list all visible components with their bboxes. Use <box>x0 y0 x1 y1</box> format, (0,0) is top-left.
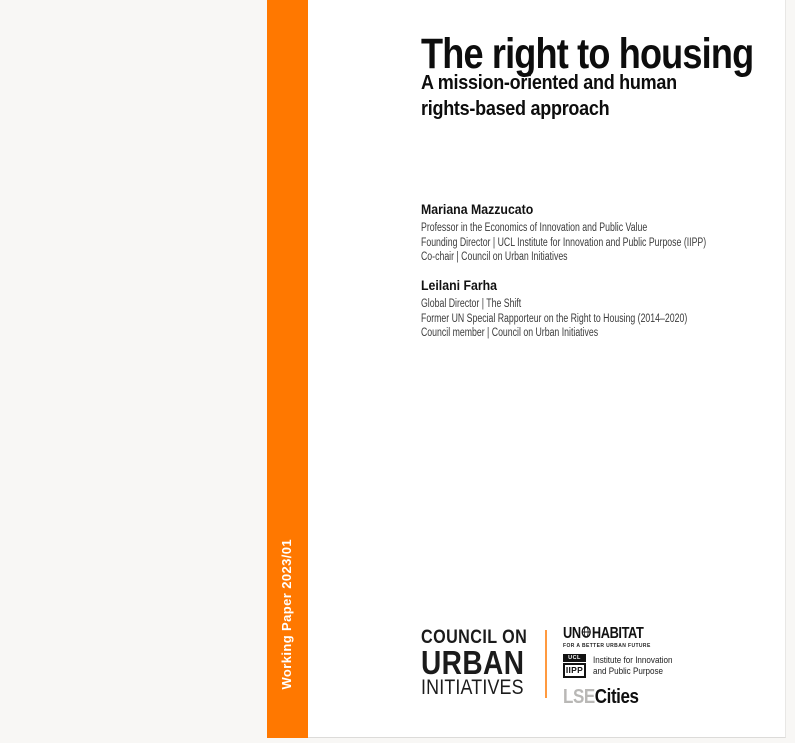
iipp-logo-text: Institute for Innovation and Public Purp… <box>593 655 672 677</box>
author-role: Global Director | The Shift <box>421 298 522 310</box>
un-habitat-tagline: FOR A BETTER URBAN FUTURE <box>563 643 651 649</box>
logo-strip: COUNCIL ON URBAN INITIATIVES UN HABITAT … <box>421 624 741 714</box>
working-paper-label: Working Paper 2023/01 <box>279 539 294 690</box>
author-role: Former UN Special Rapporteur on the Righ… <box>421 312 688 325</box>
lse-prefix: LSE <box>563 686 595 708</box>
logo-divider <box>545 630 547 698</box>
author-role: Professor in the Economics of Innovation… <box>421 222 648 234</box>
spine-stripe: Working Paper 2023/01 <box>267 0 308 738</box>
ucl-badge-label: UCL <box>563 654 586 662</box>
iipp-text-line-2: and Public Purpose <box>593 666 664 677</box>
council-logo-line: COUNCIL ON <box>421 627 528 648</box>
un-habitat-suffix: HABITAT <box>591 625 644 642</box>
iipp-text-line-1: Institute for Innovation <box>593 655 673 666</box>
un-habitat-logo: UN HABITAT FOR A BETTER URBAN FUTURE <box>563 625 663 650</box>
author-name: Mariana Mazzucato <box>421 201 534 217</box>
council-logo-line: INITIATIVES <box>421 676 524 699</box>
page-subtitle: A mission-oriented and human rights-based… <box>421 70 677 122</box>
council-logo-line: URBAN <box>421 644 525 681</box>
author-role: Founding Director | UCL Institute for In… <box>421 236 707 249</box>
council-on-urban-initiatives-logo: COUNCIL ON URBAN INITIATIVES <box>421 628 527 699</box>
subtitle-line-2: rights-based approach <box>421 98 610 120</box>
cover-page: Working Paper 2023/01 The right to housi… <box>267 0 786 738</box>
page-title: The right to housing <box>421 30 754 78</box>
author-block-farha: Leilani Farha Global Director | The Shif… <box>421 277 771 341</box>
author-role: Council member | Council on Urban Initia… <box>421 327 599 339</box>
ucl-iipp-badge-icon: UCL IIPP <box>563 654 586 678</box>
un-habitat-prefix: UN <box>563 625 581 642</box>
un-habitat-wordmark: UN HABITAT <box>563 625 644 642</box>
author-role: Co-chair | Council on Urban Initiatives <box>421 251 568 263</box>
lse-cities-suffix: Cities <box>594 686 639 708</box>
iipp-badge-label: IIPP <box>563 663 586 678</box>
author-name: Leilani Farha <box>421 277 497 293</box>
lse-cities-logo: LSECities <box>563 686 639 708</box>
subtitle-line-1: A mission-oriented and human <box>421 72 677 94</box>
author-block-mazzucato: Mariana Mazzucato Professor in the Econo… <box>421 201 795 265</box>
globe-icon <box>581 626 591 642</box>
iipp-logo: UCL IIPP Institute for Innovation and Pu… <box>563 654 686 678</box>
